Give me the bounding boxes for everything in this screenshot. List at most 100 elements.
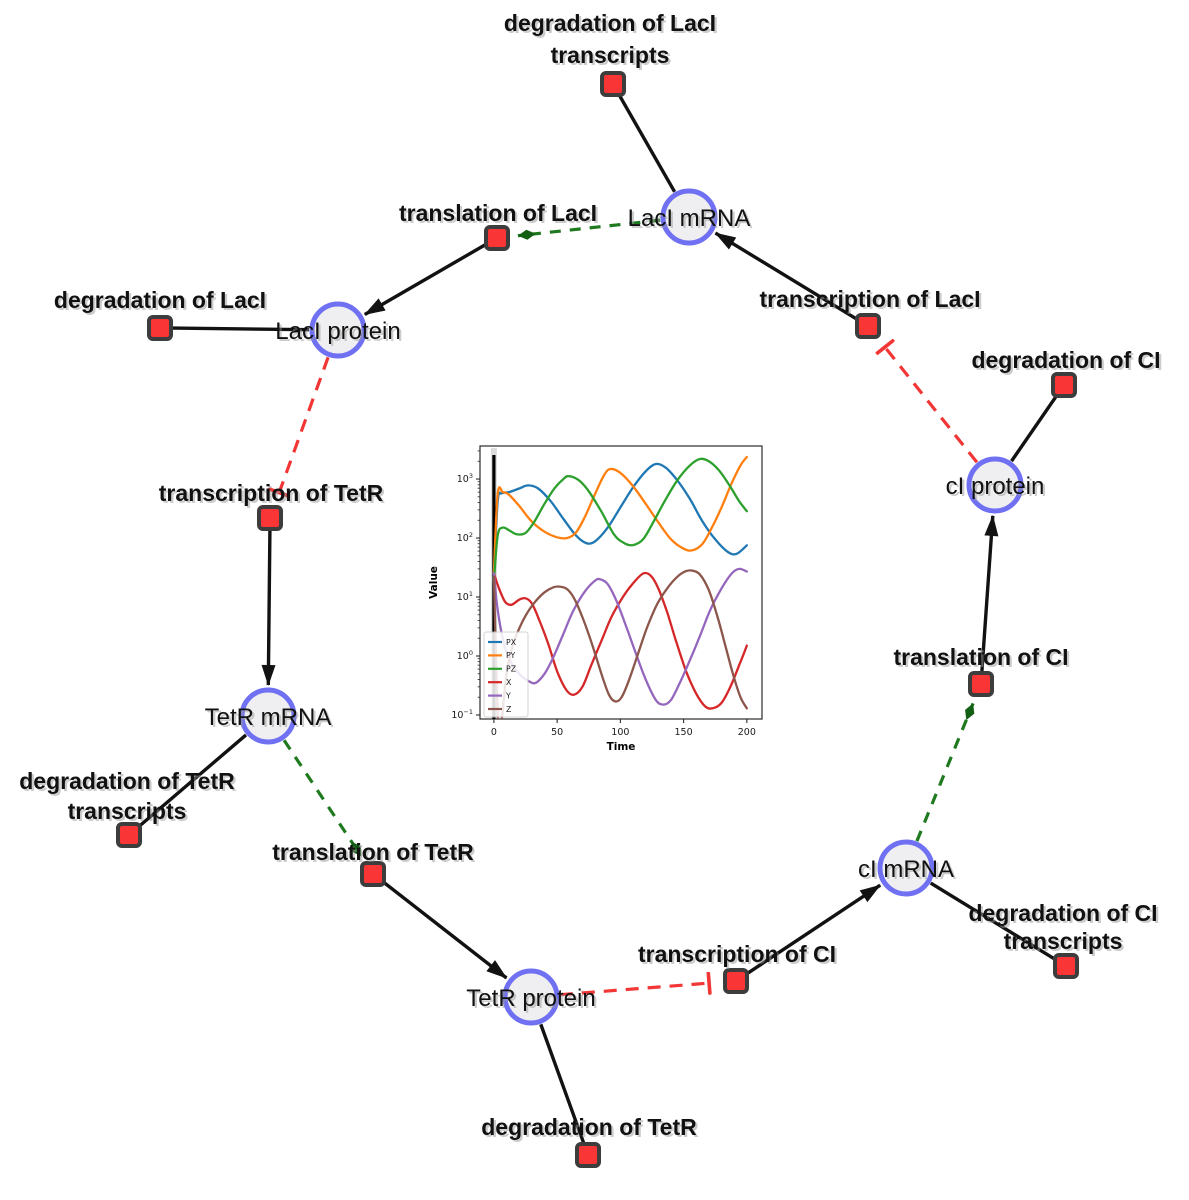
legend-label-Y: Y [505, 691, 511, 700]
svg-text:degradation of TetR: degradation of TetR [483, 1116, 699, 1142]
svg-text:degradation of LacI: degradation of LacI [54, 287, 266, 313]
svg-text:TetR mRNA: TetR mRNA [207, 706, 334, 733]
svg-text:transcription of TetR: transcription of TetR [161, 482, 386, 508]
x-tick-label: 50 [551, 727, 563, 738]
species-node-tetr_protein [502, 968, 560, 1026]
y-tick-label: 100 [457, 649, 473, 662]
x-tick-label: 0 [491, 727, 497, 738]
species-node-ci_mrna [877, 839, 935, 897]
svg-text:translation of LacI: translation of LacI [401, 202, 599, 228]
reaction-node-txn_ci [723, 968, 749, 994]
reaction-node-deg_tetr_tx [116, 822, 142, 848]
x-axis-title: Time [607, 741, 636, 753]
species-node-laci_mrna [660, 188, 718, 246]
reaction-node-transl_laci [484, 225, 510, 251]
svg-text:cI protein: cI protein [946, 473, 1045, 500]
simulation-plot: 0 50 100 150 200 10−1 100 101 102 103 PX PY PZ XYZ Tim… [428, 445, 763, 753]
svg-text:degradation of TetR: degradation of TetR [481, 1114, 697, 1140]
x-tick-label: 100 [611, 727, 629, 738]
svg-text:transcription of LacI: transcription of LacI [759, 286, 980, 312]
svg-text:transcription of TetR: transcription of TetR [159, 480, 384, 506]
x-tick-label: 150 [675, 727, 693, 738]
y-tick-label: 10−1 [451, 708, 473, 721]
inhibition-edge-ci_protein-txn_laci [885, 347, 979, 464]
species-node-ci_protein [966, 456, 1024, 514]
svg-text:cI mRNA: cI mRNA [860, 858, 956, 885]
inhibition-edge-tetr_protein-txn_ci [559, 983, 709, 997]
series-PZ [492, 457, 748, 584]
svg-text:TetR mRNA: TetR mRNA [205, 704, 332, 731]
consumption-edge-laci_protein-deg_laci [172, 326, 310, 332]
reaction-node-transl_tetr [360, 861, 386, 887]
consumption-edge-ci_mrna-deg_ci_tx [929, 881, 1056, 961]
reaction-nodes-layer [116, 71, 1079, 1168]
svg-text:degradation of LacI: degradation of LacI [56, 289, 268, 315]
modifier-edge-tetr_mrna-transl_tetr [282, 739, 363, 858]
svg-text:transcription of CI: transcription of CI [640, 943, 838, 969]
production-edge-transl_laci-laci_protein [363, 243, 487, 316]
series-X [492, 571, 748, 710]
svg-text:transcription of LacI: transcription of LacI [762, 288, 983, 314]
svg-text:translation of LacI: translation of LacI [399, 200, 597, 226]
reaction-deg_tetr_tx-label: degradation of TetR transcriptsdegradatio… [19, 768, 237, 826]
svg-text:degradation of CI: degradation of CI [971, 347, 1160, 373]
y-tick-label: 103 [457, 472, 473, 485]
svg-text:cI protein: cI protein [948, 475, 1047, 502]
svg-text:cI mRNA: cI mRNA [858, 856, 954, 883]
reaction-node-deg_tetr [575, 1142, 601, 1168]
series-PX [492, 462, 748, 581]
consumption-edge-tetr_mrna-deg_tetr_tx [137, 733, 248, 828]
modifier-edge-ci_mrna-transl_ci [915, 702, 975, 842]
reaction-node-deg_laci [147, 315, 173, 341]
production-edge-transl_ci-ci_protein [980, 514, 999, 672]
svg-text:TetR protein: TetR protein [468, 987, 597, 1014]
species-node-laci_protein [309, 301, 367, 359]
svg-text:translation of CI: translation of CI [896, 646, 1071, 672]
svg-text:LacI protein: LacI protein [275, 318, 400, 345]
legend-label-Z: Z [506, 705, 511, 714]
reaction-node-transl_ci [968, 671, 994, 697]
inhibition-edge-laci_protein-txn_tetr [279, 356, 330, 492]
reaction-node-deg_ci [1051, 372, 1077, 398]
svg-text:translation of CI: translation of CI [893, 644, 1068, 670]
production-edge-txn_ci-ci_mrna [745, 883, 882, 976]
consumption-edge-tetr_protein-deg_tetr [539, 1023, 586, 1144]
reaction-deg_ci_tx-label: degradation of CI transcriptsdegradation … [968, 900, 1159, 956]
svg-text:translation of TetR: translation of TetR [272, 839, 474, 865]
production-edge-txn_laci-laci_mrna [714, 231, 858, 321]
legend-label-PX: PX [506, 638, 517, 647]
legend-label-PY: PY [506, 651, 516, 660]
reaction-node-deg_ci_tx [1053, 953, 1079, 979]
species-nodes-layer [239, 188, 1024, 1026]
edges-layer [137, 94, 1058, 1144]
legend-label-X: X [506, 678, 512, 687]
svg-text:transcription of CI: transcription of CI [638, 941, 836, 967]
production-edge-txn_tetr-tetr_mrna [261, 530, 276, 686]
svg-text:LacI mRNA: LacI mRNA [630, 207, 753, 234]
svg-text:TetR protein: TetR protein [466, 985, 595, 1012]
y-axis-title: Value [428, 566, 440, 599]
species-node-tetr_mrna [239, 687, 297, 745]
reaction-deg_laci_tx-label: degradation of LacI transcriptsdegradatio… [504, 10, 718, 70]
